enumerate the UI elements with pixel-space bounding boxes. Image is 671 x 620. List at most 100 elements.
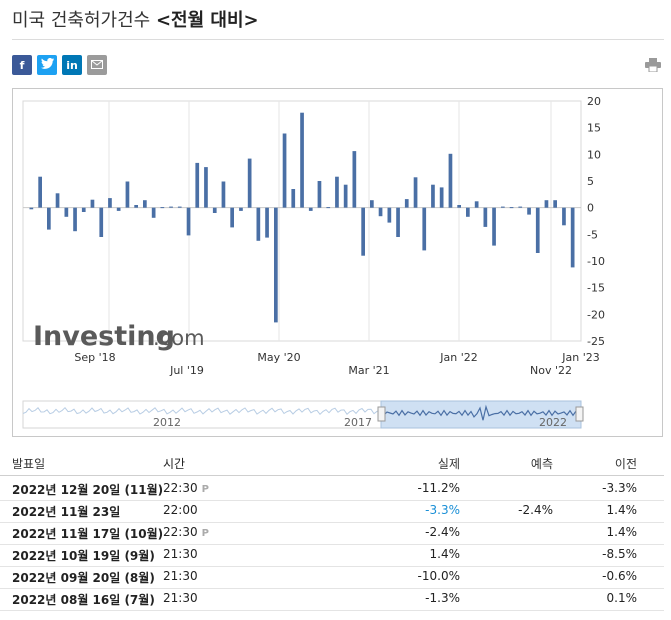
chart-bar[interactable]	[38, 176, 42, 208]
y-tick-label: 15	[587, 122, 601, 135]
actual-value: -11.2%	[417, 481, 460, 495]
chart-bar[interactable]	[501, 206, 505, 208]
chart-bar[interactable]	[73, 207, 77, 232]
x-tick-label: Jan '23	[561, 351, 599, 364]
chart-bar[interactable]	[404, 199, 409, 208]
chart-bar[interactable]	[326, 207, 331, 209]
chart-bar[interactable]	[483, 207, 488, 227]
chart-bar[interactable]	[186, 207, 191, 236]
chart-bar[interactable]	[247, 158, 252, 208]
chart-bar[interactable]	[47, 207, 51, 230]
chart-bar[interactable]	[335, 176, 339, 208]
chart-bar[interactable]	[64, 207, 69, 217]
chart-bar[interactable]	[535, 207, 540, 253]
chart-bar[interactable]	[370, 200, 374, 208]
chart-bar[interactable]	[221, 181, 226, 208]
chart-bar[interactable]	[274, 207, 278, 323]
chart-bar[interactable]	[204, 167, 208, 208]
row-divider	[0, 610, 664, 611]
chart-bar[interactable]	[518, 206, 523, 208]
chart-bar[interactable]	[308, 207, 313, 211]
chart-bar[interactable]	[169, 206, 173, 208]
chart-bar[interactable]	[343, 184, 348, 208]
navigator-handle[interactable]	[575, 406, 584, 422]
header-time[interactable]: 시간	[163, 457, 186, 471]
header-actual[interactable]: 실제	[437, 457, 460, 471]
chart-bar[interactable]	[282, 133, 287, 208]
x-tick-label: Nov '22	[530, 364, 572, 377]
chart-bar[interactable]	[125, 181, 130, 208]
actual-value: -3.3%	[425, 503, 460, 517]
header-previous[interactable]: 이전	[614, 457, 637, 471]
chart-bar[interactable]	[509, 207, 514, 209]
chart-bar[interactable]	[431, 184, 435, 208]
chart-bar[interactable]	[387, 207, 392, 223]
actual-value: -1.3%	[425, 591, 460, 605]
facebook-icon: f	[19, 58, 25, 72]
chart-bar[interactable]	[396, 207, 400, 237]
release-time: 21:30	[163, 547, 198, 561]
navigator-handle[interactable]	[377, 406, 386, 422]
chart-bar[interactable]	[439, 187, 444, 208]
release-time: 22:00	[163, 503, 198, 517]
chart-bar[interactable]	[562, 207, 566, 226]
chart-bar[interactable]	[291, 189, 296, 208]
chart-bar[interactable]	[300, 112, 304, 208]
title-main: 미국 건축허가건수	[12, 10, 156, 31]
preliminary-flag: P	[201, 484, 209, 495]
chart-bar[interactable]	[81, 207, 86, 212]
chart-bar[interactable]	[544, 200, 549, 208]
chart-bar[interactable]	[317, 181, 322, 208]
row-divider	[0, 588, 664, 589]
release-date: 2022년 11월 17일 (10월)	[12, 527, 164, 541]
header-date[interactable]: 발표일	[12, 457, 46, 471]
chart-bar[interactable]	[570, 207, 575, 268]
chart-bar[interactable]	[116, 207, 121, 211]
table-row: 2022년 10월 19일 (9월) 21:30 1.4% -8.5%	[0, 544, 671, 566]
linkedin-share-button[interactable]: in	[62, 55, 82, 75]
header-divider	[0, 475, 664, 476]
title-sub: <전월 대비>	[155, 10, 259, 31]
chart-bar[interactable]	[352, 151, 357, 208]
x-tick-label: Sep '18	[74, 351, 115, 364]
chart-bar[interactable]	[99, 207, 104, 237]
chart-bar[interactable]	[29, 207, 34, 210]
release-date: 2022년 10월 19일 (9월)	[12, 549, 155, 563]
table-row: 2022년 12월 20일 (11월) 22:30 P -11.2% -3.3%	[0, 478, 671, 500]
chart-bar[interactable]	[55, 193, 60, 208]
chart-bar[interactable]	[212, 207, 217, 213]
chart-bar[interactable]	[143, 200, 147, 208]
chart-bar[interactable]	[90, 199, 95, 208]
chart-bar[interactable]	[108, 198, 112, 208]
chart-bar[interactable]	[553, 200, 557, 208]
chart-bar[interactable]	[413, 177, 418, 208]
chart-bar[interactable]	[195, 162, 200, 208]
header-forecast[interactable]: 예측	[530, 457, 553, 471]
y-tick-label: -25	[587, 335, 605, 348]
previous-value: -0.6%	[602, 569, 637, 583]
email-share-button[interactable]	[87, 55, 107, 75]
chart-bar[interactable]	[448, 153, 453, 208]
chart-bar[interactable]	[177, 206, 182, 208]
chart-bar[interactable]	[422, 207, 427, 251]
y-tick-label: -10	[587, 255, 605, 268]
chart-bar[interactable]	[265, 207, 269, 238]
chart-bar[interactable]	[160, 207, 165, 209]
chart-bar[interactable]	[527, 207, 531, 215]
chart-bar[interactable]	[378, 207, 383, 217]
chart-bar[interactable]	[492, 207, 496, 246]
chart-bar[interactable]	[361, 207, 365, 256]
chart-bar[interactable]	[151, 207, 156, 218]
chart-bar[interactable]	[474, 201, 479, 208]
printer-icon[interactable]	[645, 57, 661, 73]
chart-bar[interactable]	[466, 207, 470, 217]
facebook-share-button[interactable]: f	[12, 55, 32, 75]
previous-value: 0.1%	[606, 591, 638, 605]
chart-bar[interactable]	[457, 205, 461, 208]
twitter-share-button[interactable]	[37, 55, 57, 75]
watermark-investing: Investing	[33, 321, 175, 352]
chart-bar[interactable]	[239, 207, 243, 211]
chart-bar[interactable]	[256, 207, 261, 241]
chart-bar[interactable]	[230, 207, 234, 228]
chart-bar[interactable]	[134, 205, 138, 208]
